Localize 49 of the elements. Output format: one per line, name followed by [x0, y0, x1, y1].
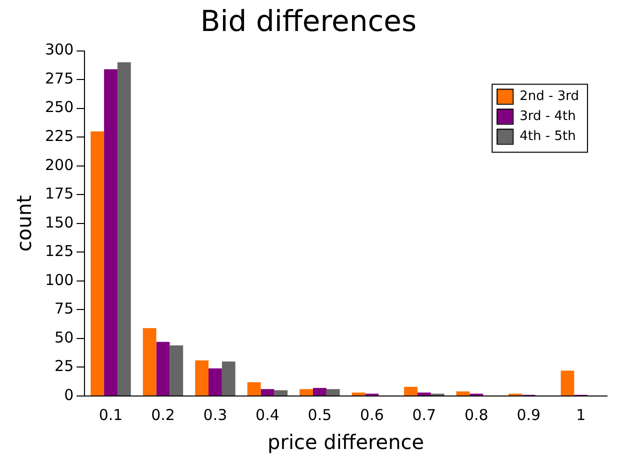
y-tick-label: 50: [54, 328, 74, 346]
bar: [312, 388, 326, 396]
y-tick-label: 200: [44, 156, 74, 174]
bar: [247, 382, 261, 396]
y-tick-label: 225: [44, 126, 74, 145]
bar: [352, 392, 366, 396]
bar: [456, 391, 470, 396]
bar: [170, 345, 184, 396]
x-tick-label: 0.6: [360, 406, 384, 424]
bar: [208, 368, 222, 396]
y-tick-label: 150: [44, 213, 74, 232]
x-tick-label: 0.2: [151, 406, 175, 424]
x-tick-label: 0.8: [464, 406, 488, 424]
y-tick-label: 25: [54, 357, 74, 376]
x-tick-label: 0.7: [412, 406, 436, 424]
x-tick-label: 1: [576, 406, 586, 424]
x-tick-label: 0.4: [256, 406, 280, 424]
y-tick-label: 75: [54, 300, 74, 318]
bar: [222, 361, 236, 396]
y-tick-label: 300: [44, 40, 74, 59]
y-tick-label: 250: [44, 98, 74, 116]
bar: [142, 328, 156, 396]
bar: [326, 389, 340, 396]
x-tick-label: 0.3: [203, 406, 228, 424]
x-tick-label: 0.9: [516, 406, 541, 424]
y-tick-label: 175: [44, 184, 74, 203]
y-tick-label: 275: [44, 69, 74, 88]
bar: [90, 131, 104, 396]
bar: [195, 360, 209, 396]
bar: [156, 342, 170, 396]
chart-title: Bid differences: [200, 4, 417, 38]
y-axis-title: count: [12, 195, 36, 252]
x-tick-label: 0.1: [98, 406, 123, 424]
bar: [300, 389, 313, 396]
bar: [104, 69, 118, 396]
bar: [260, 389, 274, 396]
legend-label: 2nd - 3rd: [520, 89, 579, 104]
y-tick-label: 0: [64, 386, 74, 404]
bar: [404, 386, 418, 396]
bar: [560, 370, 574, 396]
y-tick-label: 125: [44, 242, 74, 260]
legend-label: 3rd - 4th: [520, 109, 576, 124]
y-tick-label: 100: [44, 270, 74, 289]
bar: [417, 392, 431, 396]
legend-label: 4th - 5th: [520, 129, 576, 144]
bar: [117, 62, 131, 396]
bar: [274, 390, 288, 396]
x-tick-label: 0.5: [308, 406, 332, 424]
x-axis-title: price difference: [268, 430, 424, 454]
